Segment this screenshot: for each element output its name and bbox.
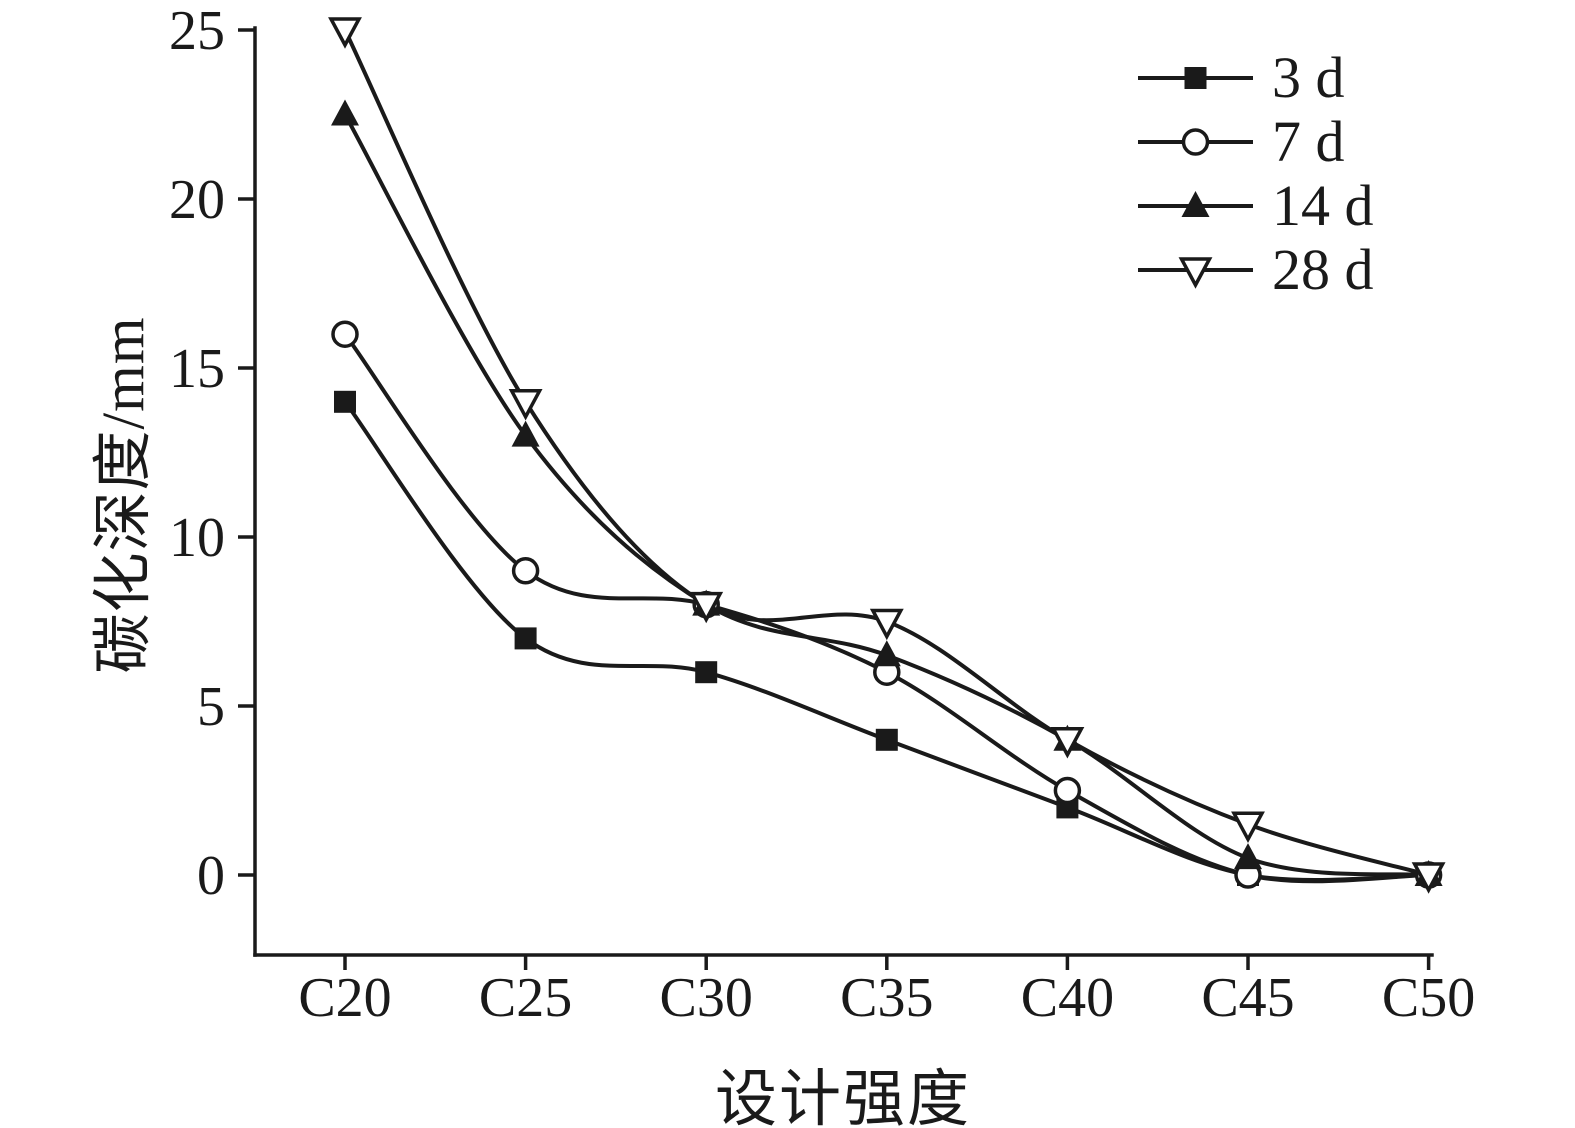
data-marker (331, 99, 359, 126)
x-tick-label: C40 (1021, 967, 1114, 1029)
y-tick-label: 5 (197, 676, 225, 738)
x-axis-label: 设计强度 (714, 1066, 972, 1128)
axes (253, 26, 1434, 957)
data-marker (511, 420, 540, 447)
y-tick-label: 20 (169, 169, 225, 231)
x-tick-label: C30 (660, 967, 753, 1029)
series-line-14d (343, 113, 1429, 877)
data-marker (1178, 257, 1213, 289)
data-marker (514, 627, 537, 650)
x-tick-label: C45 (1201, 967, 1294, 1029)
data-marker (1181, 191, 1210, 217)
legend: 3 d7 d14 d28 d (1138, 45, 1374, 302)
markers-7d (331, 320, 1443, 889)
data-marker (689, 591, 724, 624)
legend-item-14d: 14 d (1138, 173, 1374, 238)
x-tick-label: C50 (1382, 967, 1475, 1029)
y-tick-label: 10 (169, 507, 225, 569)
data-marker (1411, 862, 1446, 894)
legend-label: 3 d (1272, 45, 1345, 110)
data-marker (328, 17, 362, 49)
x-tick-label: C25 (479, 967, 572, 1029)
data-marker (695, 661, 718, 684)
series-line-28d (343, 29, 1430, 877)
data-marker (508, 389, 543, 421)
data-marker (1184, 67, 1207, 89)
legend-label: 7 d (1272, 109, 1345, 174)
x-ticks: C20 C25 C30 C35 C40 C45 C50 (298, 955, 1475, 1029)
data-marker (1050, 727, 1085, 759)
data-marker (875, 728, 898, 751)
series-markers (328, 17, 1446, 894)
data-marker (1053, 776, 1082, 805)
y-axis-label: 碳化深度/mm (90, 316, 157, 674)
data-marker (869, 608, 904, 641)
legend-label: 28 d (1272, 237, 1374, 302)
y-tick-label: 0 (197, 845, 225, 907)
series-lines (343, 29, 1430, 884)
x-tick-label: C35 (840, 967, 933, 1029)
data-marker (1234, 843, 1262, 870)
data-marker (1231, 811, 1265, 843)
y-tick-label: 15 (169, 338, 225, 400)
data-marker (334, 390, 356, 413)
markers-28d (328, 17, 1446, 894)
data-marker (511, 557, 540, 585)
legend-item-28d: 28 d (1138, 237, 1374, 302)
x-tick-label: C20 (298, 967, 391, 1029)
y-tick-label: 25 (169, 0, 225, 62)
legend-item-7d: 7 d (1138, 109, 1345, 174)
legend-label: 14 d (1272, 173, 1374, 238)
data-marker (1181, 128, 1210, 156)
y-ticks: 0 5 10 15 20 25 (169, 0, 255, 907)
series-line-7d (343, 332, 1429, 884)
data-marker (331, 320, 359, 348)
data-marker (872, 640, 901, 667)
legend-item-3d: 3 d (1138, 45, 1345, 110)
